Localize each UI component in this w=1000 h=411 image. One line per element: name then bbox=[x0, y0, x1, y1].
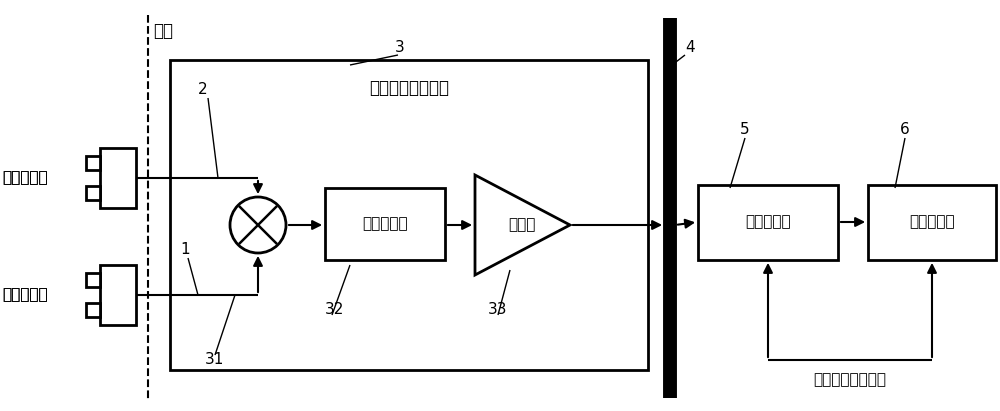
Text: 5: 5 bbox=[740, 122, 750, 138]
Bar bbox=[868, 185, 996, 260]
Text: 基准相位腔: 基准相位腔 bbox=[2, 288, 48, 302]
Bar bbox=[86, 156, 100, 170]
Text: 采样基准时钟信号: 采样基准时钟信号 bbox=[814, 372, 887, 387]
Text: 放大器: 放大器 bbox=[508, 217, 536, 233]
Text: 4: 4 bbox=[685, 41, 695, 55]
Bar bbox=[170, 60, 648, 370]
Text: 1: 1 bbox=[180, 242, 190, 258]
Bar bbox=[86, 273, 100, 287]
Text: 测量相位腔: 测量相位腔 bbox=[2, 171, 48, 185]
Bar bbox=[698, 185, 838, 260]
Bar bbox=[100, 148, 136, 208]
Text: 信号处理器: 信号处理器 bbox=[909, 215, 955, 229]
Bar bbox=[86, 186, 100, 200]
Text: 测量相位腔: 测量相位腔 bbox=[2, 171, 48, 185]
Text: 3: 3 bbox=[395, 41, 405, 55]
Text: 基准相位腔: 基准相位腔 bbox=[2, 288, 48, 302]
Bar bbox=[100, 265, 136, 325]
Text: 6: 6 bbox=[900, 122, 910, 138]
Text: 33: 33 bbox=[488, 302, 508, 318]
Bar bbox=[86, 303, 100, 317]
Text: 射频信号处理前端: 射频信号处理前端 bbox=[369, 79, 449, 97]
Text: 32: 32 bbox=[325, 302, 344, 318]
Text: 低通滤波器: 低通滤波器 bbox=[362, 217, 408, 231]
Text: 数据采集器: 数据采集器 bbox=[745, 215, 791, 229]
Bar bbox=[325, 188, 445, 260]
Text: 31: 31 bbox=[205, 353, 224, 367]
Text: 束流: 束流 bbox=[153, 22, 173, 40]
Text: 2: 2 bbox=[198, 83, 208, 97]
